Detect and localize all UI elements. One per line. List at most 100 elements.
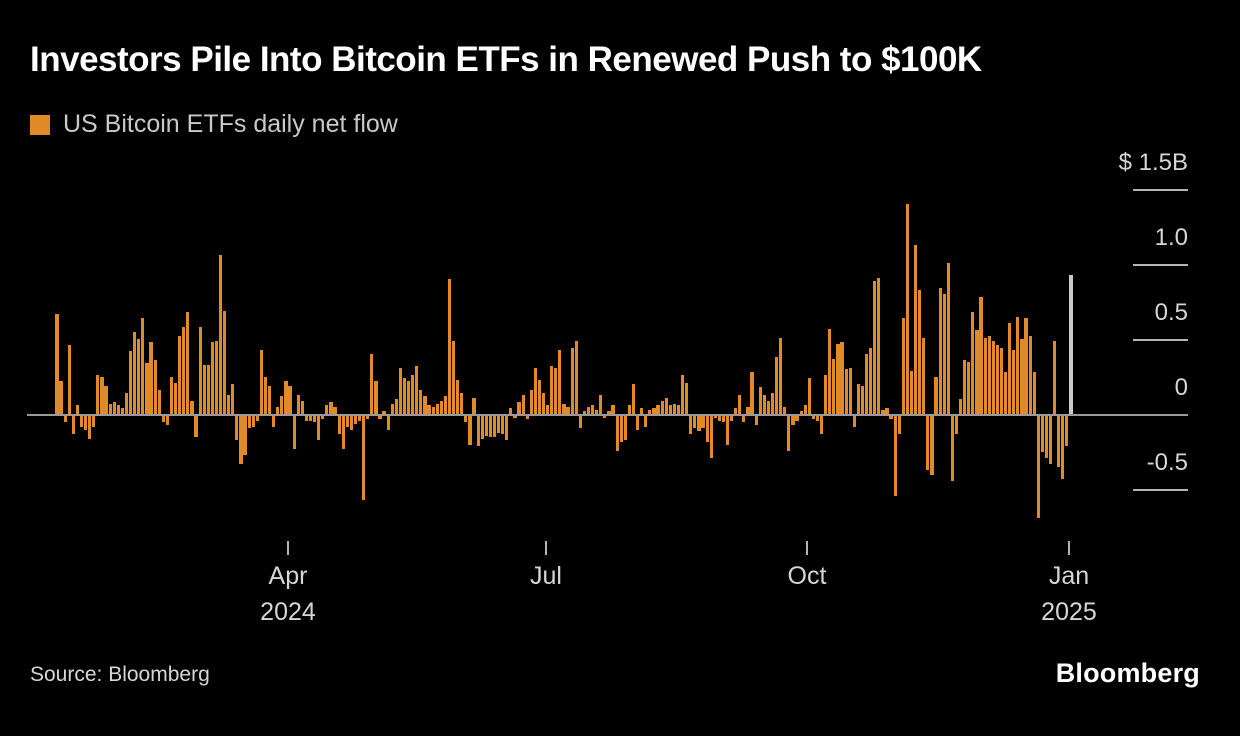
bar — [145, 363, 149, 414]
bar — [239, 416, 243, 464]
bar — [100, 376, 104, 414]
bar — [79, 416, 84, 427]
bar — [214, 340, 219, 414]
bar — [439, 400, 443, 414]
bar — [705, 416, 709, 442]
highlighted-latest-bar — [1069, 274, 1073, 414]
bar — [435, 403, 439, 414]
bar — [223, 310, 227, 414]
bar — [272, 416, 276, 427]
x-tick-year-label: 2025 — [1041, 598, 1097, 626]
bar — [660, 400, 664, 414]
bar — [447, 279, 452, 414]
x-tick-month-label: Apr — [268, 562, 308, 590]
y-tick-dash — [1133, 489, 1188, 491]
bar — [96, 375, 100, 414]
bar — [971, 312, 975, 414]
bar — [959, 399, 963, 414]
bar — [930, 416, 934, 475]
bar — [775, 357, 779, 414]
bar — [268, 385, 272, 414]
bar — [603, 416, 607, 418]
bar — [856, 384, 860, 414]
bar — [697, 416, 701, 431]
bar — [92, 416, 96, 427]
bar — [648, 409, 652, 414]
bar — [607, 411, 611, 414]
bar — [566, 406, 570, 414]
bar — [296, 394, 300, 414]
bar — [411, 375, 415, 414]
bar — [570, 348, 574, 414]
bar — [165, 416, 169, 425]
bar — [627, 405, 631, 414]
bar — [231, 384, 235, 414]
bar — [623, 416, 627, 440]
bar — [1008, 322, 1012, 414]
bar — [742, 416, 746, 422]
bar — [496, 416, 501, 433]
bar — [578, 416, 582, 428]
bar — [186, 312, 190, 414]
bar — [828, 328, 832, 414]
bar — [824, 375, 828, 414]
bar — [218, 255, 223, 414]
bar — [513, 416, 517, 418]
bar — [926, 416, 930, 470]
bar — [832, 358, 836, 414]
bar — [1048, 416, 1053, 464]
bar — [795, 416, 799, 421]
bar — [198, 327, 202, 414]
bar — [206, 364, 210, 414]
bar — [104, 385, 108, 414]
bar — [836, 343, 840, 414]
bar — [251, 416, 255, 427]
bar — [63, 416, 67, 422]
bar — [676, 405, 681, 414]
bar — [562, 403, 566, 414]
chart-title: Investors Pile Into Bitcoin ETFs in Rene… — [30, 40, 982, 79]
bar — [423, 396, 427, 414]
x-tick-year-label: 2024 — [260, 598, 316, 626]
bar — [112, 402, 116, 414]
bar — [954, 416, 959, 434]
bar — [472, 397, 476, 414]
bar — [476, 416, 480, 446]
bar — [1053, 340, 1057, 414]
bar — [934, 376, 938, 414]
bar — [276, 406, 280, 414]
bar — [59, 381, 63, 414]
bar — [288, 385, 292, 414]
bar — [582, 411, 587, 414]
bar — [1040, 416, 1044, 452]
bar — [505, 416, 509, 440]
bar — [644, 416, 648, 427]
bar — [178, 336, 182, 414]
bar — [852, 416, 856, 427]
bar — [762, 394, 766, 414]
bar — [1061, 416, 1065, 479]
bar — [128, 351, 133, 414]
y-tick-label: 1.0 — [1154, 224, 1188, 251]
x-tick-dash — [544, 541, 548, 555]
bar — [263, 376, 268, 414]
bar — [942, 294, 946, 414]
x-tick-month-label: Jul — [529, 562, 562, 590]
legend: US Bitcoin ETFs daily net flow — [30, 110, 398, 139]
bar — [963, 360, 967, 414]
bar — [402, 378, 407, 414]
bar — [783, 406, 787, 414]
bloomberg-logo: Bloomberg — [1055, 658, 1200, 688]
bar — [611, 405, 615, 414]
bar — [386, 416, 390, 430]
bar — [1036, 416, 1040, 518]
y-tick-dash — [1133, 264, 1188, 266]
y-tick-label: 0 — [1174, 374, 1188, 401]
bar — [758, 387, 762, 414]
bar — [141, 318, 145, 414]
bar — [370, 354, 374, 414]
bar — [280, 396, 284, 414]
bar — [525, 416, 529, 419]
bar — [730, 416, 734, 421]
bar — [999, 348, 1004, 414]
